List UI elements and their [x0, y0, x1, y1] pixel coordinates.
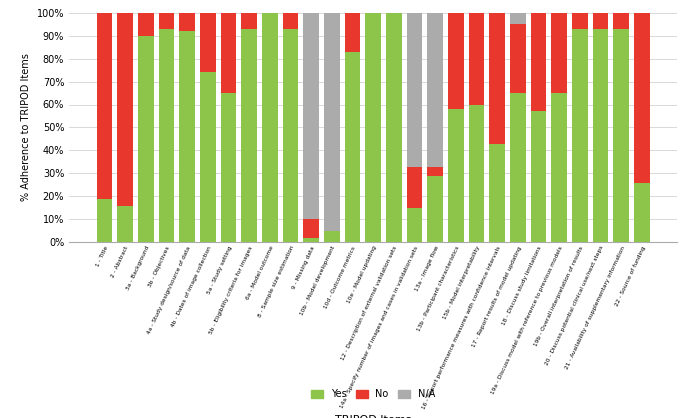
Bar [117, 13, 133, 206]
Bar [572, 13, 587, 29]
Bar [551, 93, 567, 242]
Bar [407, 208, 422, 242]
Bar [614, 13, 629, 29]
Bar [489, 13, 505, 144]
Bar [200, 13, 216, 72]
Bar [634, 13, 650, 183]
Bar [283, 29, 299, 242]
Bar [303, 219, 319, 238]
Bar [366, 13, 381, 242]
X-axis label: TRIPOD Items: TRIPOD Items [335, 415, 411, 418]
Bar [614, 29, 629, 242]
Bar [407, 167, 422, 208]
Bar [407, 13, 422, 167]
Bar [324, 13, 339, 231]
Bar [262, 13, 278, 242]
Bar [303, 238, 319, 242]
Bar [386, 13, 401, 242]
Bar [324, 231, 339, 242]
Bar [200, 72, 216, 242]
Bar [159, 13, 174, 29]
Bar [448, 13, 464, 109]
Bar [634, 183, 650, 242]
Bar [138, 36, 153, 242]
Bar [510, 24, 526, 93]
Bar [448, 109, 464, 242]
Bar [241, 29, 257, 242]
Bar [97, 13, 112, 199]
Bar [220, 93, 236, 242]
Bar [428, 13, 443, 167]
Bar [303, 13, 319, 219]
Bar [159, 29, 174, 242]
Bar [593, 29, 608, 242]
Bar [241, 13, 257, 29]
Bar [531, 112, 546, 242]
Bar [468, 104, 484, 242]
Bar [593, 13, 608, 29]
Bar [531, 13, 546, 112]
Bar [180, 31, 195, 242]
Bar [428, 167, 443, 176]
Bar [572, 29, 587, 242]
Legend: Yes, No, N/A: Yes, No, N/A [307, 385, 439, 403]
Y-axis label: % Adherence to TRIPOD Items: % Adherence to TRIPOD Items [21, 54, 31, 201]
Bar [138, 13, 153, 36]
Bar [468, 13, 484, 104]
Bar [180, 13, 195, 31]
Bar [489, 144, 505, 242]
Bar [220, 13, 236, 93]
Bar [97, 199, 112, 242]
Bar [283, 13, 299, 29]
Bar [428, 176, 443, 242]
Bar [117, 206, 133, 242]
Bar [510, 93, 526, 242]
Bar [345, 13, 360, 52]
Bar [510, 13, 526, 24]
Bar [345, 52, 360, 242]
Bar [551, 13, 567, 93]
